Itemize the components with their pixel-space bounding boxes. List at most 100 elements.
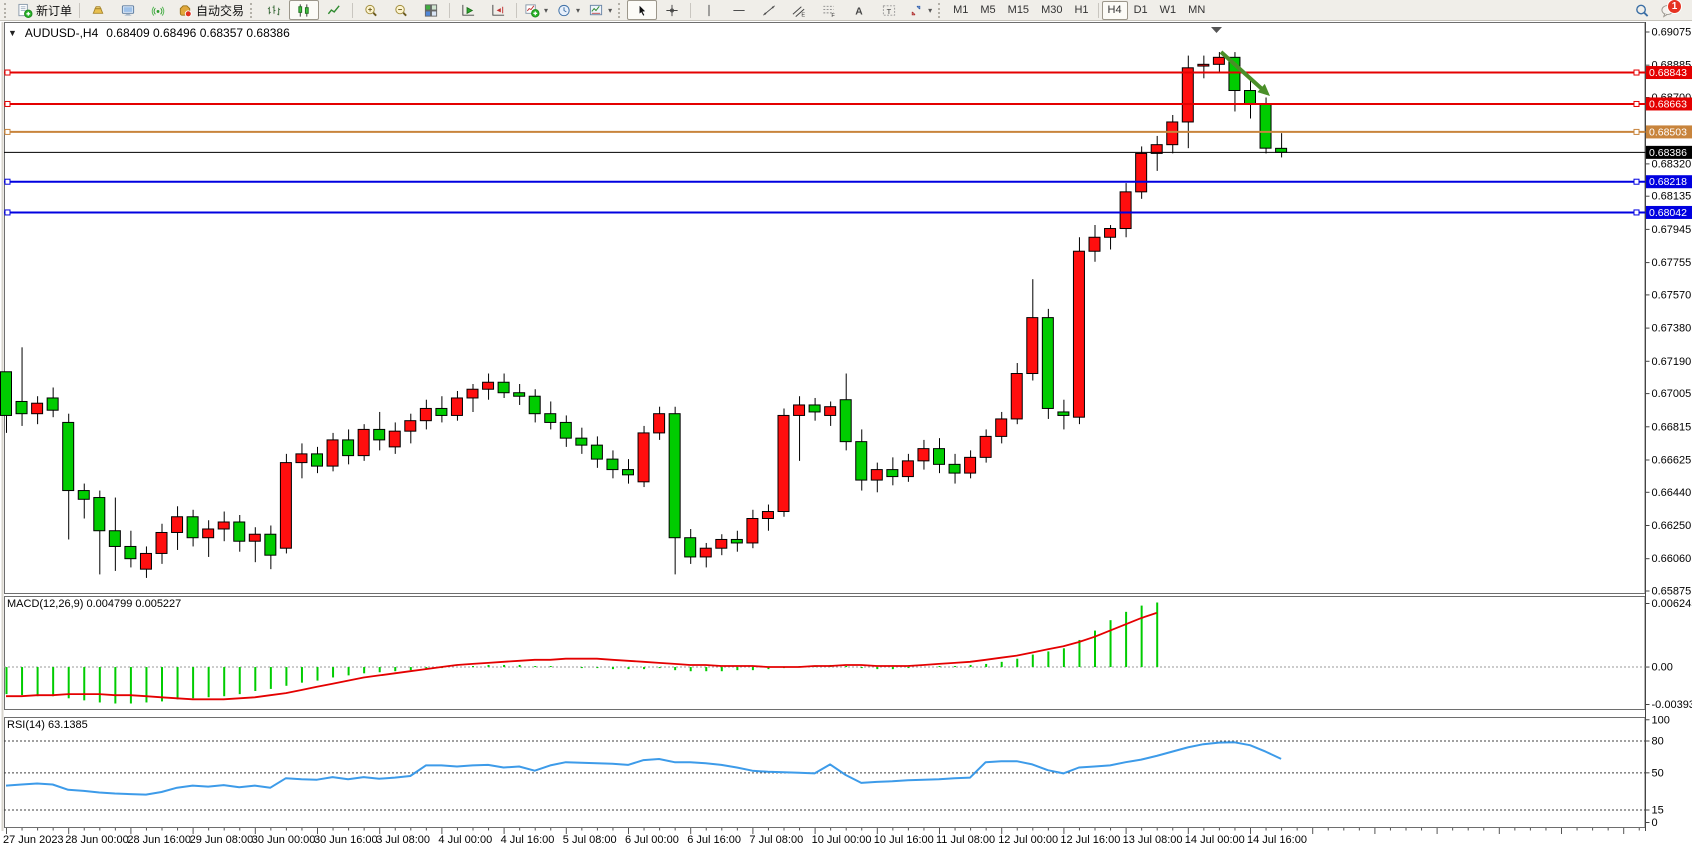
chart-ohlc-values: 0.68409 0.68496 0.68357 0.68386 (106, 26, 290, 40)
candle-body (171, 516, 184, 533)
templates-dropdown-icon[interactable]: ▾ (608, 5, 613, 15)
tile-windows-button[interactable] (416, 0, 446, 20)
line-handle[interactable] (1633, 69, 1640, 76)
crosshair-icon (666, 4, 678, 16)
equidistant-channel-button[interactable]: E (784, 0, 814, 20)
line-handle[interactable] (1633, 128, 1640, 135)
candle-body (1026, 317, 1039, 375)
candle-body (855, 441, 868, 481)
vertical-line-button[interactable] (694, 0, 724, 20)
fibonacci-retracement-icon: F (823, 5, 835, 18)
time-axis[interactable] (0, 831, 1692, 849)
candle-body (1244, 90, 1256, 105)
chart-collapse-icon[interactable]: ▼ (8, 28, 17, 38)
search-button[interactable] (1634, 3, 1650, 18)
bar-chart-icon (267, 4, 281, 15)
toolbar-drag-handle[interactable] (938, 2, 943, 18)
line-handle[interactable] (4, 69, 11, 76)
timeframe-W1[interactable]: W1 (1159, 4, 1177, 16)
price-badge (1646, 145, 1692, 159)
arrows-button[interactable]: ▾ (904, 0, 936, 20)
time-axis-label: 6 Jul 00:00 (625, 834, 679, 846)
timeframe-M15[interactable]: M15 (1007, 4, 1030, 16)
line-chart-icon (327, 4, 340, 14)
window-left-edge (1, 22, 4, 846)
horizontal-line-button[interactable] (724, 0, 754, 20)
main-chart-panel[interactable] (4, 22, 1646, 594)
line-handle[interactable] (4, 100, 11, 107)
fibonacci-retracement-button[interactable]: F (814, 0, 844, 20)
timeframe-M30[interactable]: M30 (1041, 4, 1063, 16)
candle-body (777, 414, 790, 513)
new-order-label: 新订单 (36, 3, 73, 18)
toolbar-drag-handle[interactable] (250, 2, 255, 18)
candlestick-chart-button[interactable] (289, 0, 320, 20)
zoom-out-button[interactable] (386, 0, 416, 20)
periods-dropdown-icon[interactable]: ▾ (576, 5, 581, 15)
chart-shift-marker[interactable] (1211, 27, 1222, 33)
text-label-button[interactable]: T (874, 0, 904, 20)
time-axis-label: 30 Jun 16:00 (314, 834, 378, 846)
toolbar-drag-handle[interactable] (4, 2, 9, 18)
zoom-in-button[interactable] (356, 0, 386, 20)
line-handle[interactable] (4, 178, 11, 185)
auto-trading-button[interactable]: 自动交易 (173, 0, 248, 20)
time-axis-label: 13 Jul 08:00 (1123, 834, 1183, 846)
price-tick-label: 0.66060 (1652, 553, 1692, 565)
price-tick-label: 0.69075 (1652, 27, 1692, 39)
candle-body (684, 537, 697, 558)
bar-chart-button[interactable] (259, 0, 289, 20)
signals-button[interactable] (143, 0, 173, 20)
candle-body (606, 458, 619, 471)
templates-button[interactable]: ▾ (584, 0, 616, 20)
equidistant-channel-icon: E (792, 5, 805, 18)
indicators-button[interactable]: ▾ (520, 0, 552, 20)
candle-body (450, 397, 463, 416)
text-button[interactable]: A (844, 0, 874, 20)
indicators-dropdown-icon[interactable]: ▾ (544, 5, 549, 15)
candle-body (964, 456, 977, 474)
timeframe-H4[interactable]: H4 (1101, 0, 1128, 20)
line-handle[interactable] (1633, 209, 1640, 216)
candle-body (311, 453, 323, 467)
arrow-annotation-head[interactable] (1257, 83, 1270, 96)
market-watch-button[interactable] (83, 0, 113, 20)
cursor-button[interactable] (627, 0, 658, 20)
zoom-in-icon (365, 4, 377, 16)
chart-title: ▼ AUDUSD-,H4 0.68409 0.68496 0.68357 0.6… (8, 26, 290, 40)
arrow-annotation[interactable] (1219, 50, 1264, 91)
toolbar-drag-handle[interactable] (618, 2, 623, 18)
notifications-button[interactable]: 1 (1660, 0, 1682, 18)
line-handle[interactable] (4, 128, 11, 135)
line-handle[interactable] (1633, 100, 1640, 107)
auto-scroll-button[interactable] (453, 0, 483, 20)
macd-panel[interactable] (4, 596, 1646, 710)
candle-body (248, 533, 261, 542)
line-handle[interactable] (1633, 178, 1640, 185)
new-order-button[interactable]: 新订单 (13, 0, 76, 20)
candle-body (482, 381, 495, 390)
candle-body (917, 448, 930, 462)
rsi-indicator-label: RSI(14) 63.1385 (7, 719, 88, 731)
timeframe-M1[interactable]: M1 (953, 4, 969, 16)
svg-text:A: A (855, 6, 863, 17)
chart-shift-button[interactable] (483, 0, 513, 20)
text-icon: A (855, 6, 863, 17)
timeframe-H1[interactable]: H1 (1074, 4, 1089, 16)
candle-body (419, 407, 432, 422)
timeframe-D1[interactable]: D1 (1133, 4, 1148, 16)
candle-body (1166, 121, 1179, 146)
periods-button[interactable]: ▾ (552, 0, 584, 20)
crosshair-button[interactable] (657, 0, 687, 20)
line-handle[interactable] (4, 209, 11, 216)
trendline-button[interactable] (754, 0, 784, 20)
candle-body (1197, 63, 1210, 67)
arrows-dropdown-icon[interactable]: ▾ (928, 5, 933, 15)
toolbar-separator (449, 2, 451, 18)
terminal-button[interactable] (113, 0, 143, 20)
timeframe-M5[interactable]: M5 (980, 4, 996, 16)
toolbar-separator (690, 2, 692, 18)
candle-body (886, 469, 899, 478)
line-chart-button[interactable] (319, 0, 349, 20)
timeframe-MN[interactable]: MN (1188, 4, 1206, 16)
